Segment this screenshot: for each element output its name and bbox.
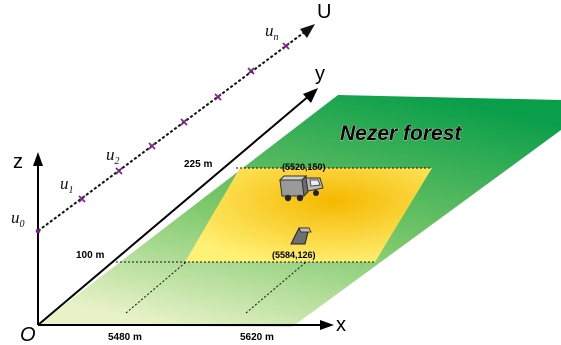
u-label-2: u2 [106, 145, 120, 167]
axis-label-x: x [336, 314, 346, 336]
forest-label: Nezer forest [340, 122, 462, 145]
z-axis-arrow [33, 152, 43, 166]
x-distance-5480: 5480 m [108, 332, 142, 343]
u-trajectory-arrow [300, 24, 315, 38]
x-distance-5620: 5620 m [240, 332, 274, 343]
sensor-icon [290, 227, 312, 245]
sensor-coordinate-label: (5584,126) [272, 250, 316, 260]
axis-label-u: U [317, 1, 331, 23]
truck-icon [278, 174, 324, 202]
u-trajectory-markers [35, 42, 290, 234]
guide-lines [112, 167, 432, 314]
u-label-1: u1 [60, 174, 74, 196]
u-label-n: un [265, 21, 279, 43]
x-axis-arrow [320, 320, 334, 330]
y-axis-arrow [303, 88, 318, 103]
y-distance-225: 225 m [184, 159, 212, 170]
axis-label-z: z [13, 151, 23, 173]
y-distance-100: 100 m [76, 250, 104, 261]
y-axis-line [37, 94, 311, 326]
u-label-0: u0 [11, 208, 25, 230]
axis-label-y: y [315, 63, 325, 85]
truck-coordinate-label: (5520,150) [282, 162, 326, 172]
origin-label: O [20, 324, 36, 345]
test-zone [185, 168, 432, 262]
